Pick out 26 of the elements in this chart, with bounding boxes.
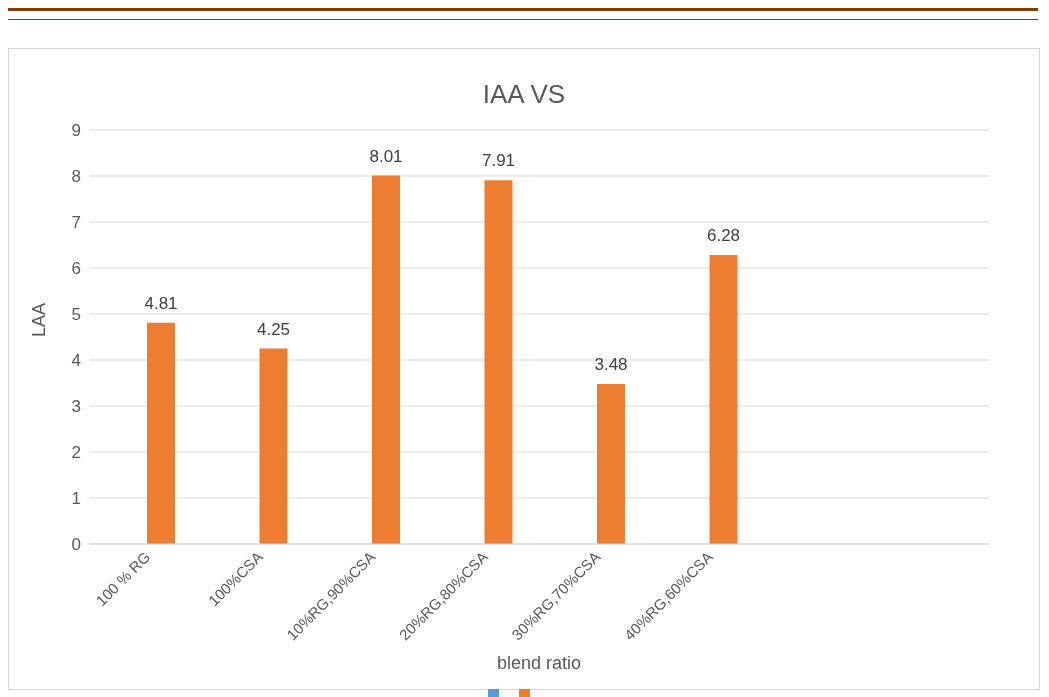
y-axis-title: LAA [29, 302, 50, 337]
bar [147, 322, 175, 544]
bar [484, 180, 513, 544]
y-tick-label: 9 [71, 121, 81, 141]
x-axis-title: blend ratio [496, 653, 582, 673]
y-tick-label: 1 [71, 489, 81, 509]
y-tick-label: 4 [71, 351, 81, 371]
x-tick-label: 100 % RG [92, 548, 154, 610]
bar [259, 348, 288, 544]
data-label: 3.48 [594, 354, 628, 374]
y-tick-label: 6 [71, 259, 81, 279]
y-tick-label: 8 [71, 167, 81, 187]
bar [597, 383, 625, 544]
y-tick-label: 5 [71, 305, 81, 325]
bar [709, 255, 738, 544]
chart-title: IAA VS [481, 79, 567, 110]
data-label: 4.81 [144, 293, 178, 313]
data-label: 7.91 [481, 151, 516, 171]
data-label: 6.28 [706, 226, 741, 246]
bar [372, 175, 400, 544]
y-tick-label: 0 [71, 535, 81, 555]
y-tick-label: 3 [71, 397, 81, 417]
y-tick-label: 7 [71, 213, 81, 233]
data-label: 4.25 [256, 319, 291, 339]
data-label: 8.01 [369, 146, 403, 166]
y-tick-label: 2 [71, 443, 81, 463]
